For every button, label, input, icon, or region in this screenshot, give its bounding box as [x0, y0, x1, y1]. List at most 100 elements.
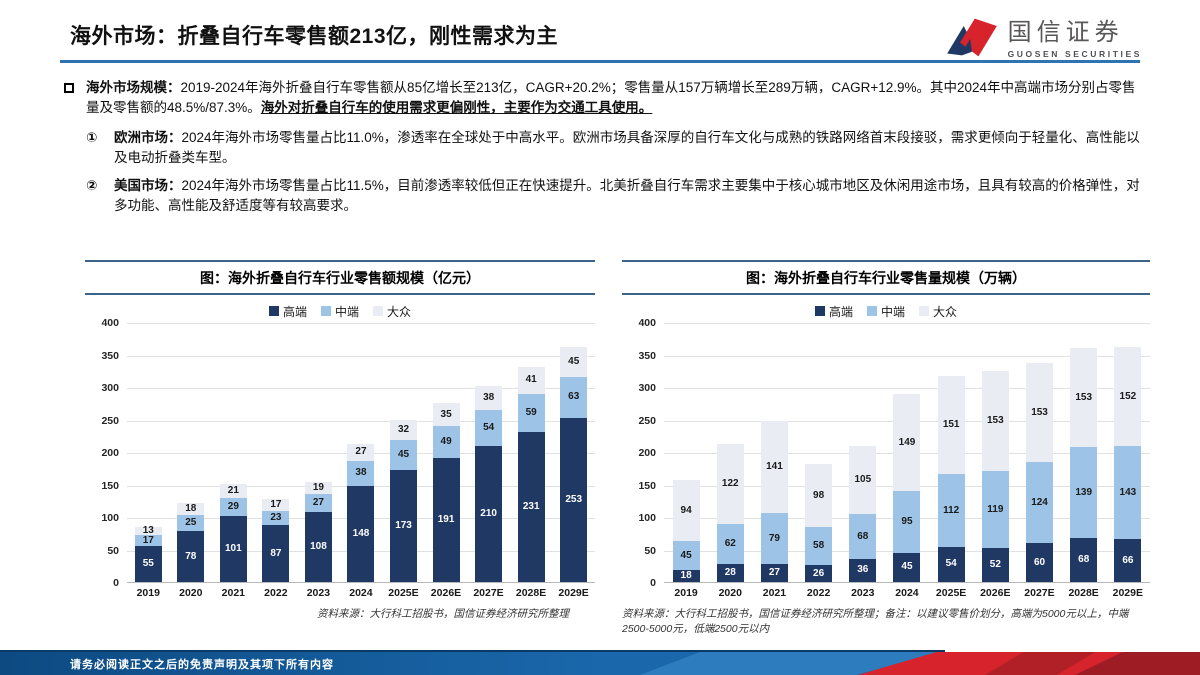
x-axis-tick-label: 2026E	[980, 587, 1011, 599]
gridline	[127, 355, 595, 357]
bar-2024: 27 38 148	[340, 323, 383, 582]
legend-item-大众: 大众	[373, 303, 411, 319]
chart-plot-area: 0 50 100 150 200 250 300 350 400 13 17 55 18 25 78 21 29…	[85, 317, 595, 599]
bar-segment-高端: 210	[475, 445, 503, 582]
footer-disclaimer: 请务必阅读正文之后的免责声明及其项下所有内容	[70, 658, 334, 671]
bar-segment-中端: 79	[760, 513, 788, 565]
circled-number-icon: ②	[86, 178, 98, 193]
bar-segment-大众: 27	[347, 443, 375, 462]
bar-segment-中端: 63	[560, 376, 588, 418]
bar-segment-大众: 19	[304, 481, 332, 495]
bar-segment-中端: 54	[475, 410, 503, 446]
y-axis-tick-label: 300	[101, 382, 119, 394]
bar-segment-大众: 153	[1070, 348, 1098, 448]
y-axis-tick-label: 250	[101, 414, 119, 427]
x-axis-tick-label: 2027E	[473, 587, 504, 599]
bar-segment-大众: 13	[134, 525, 162, 536]
legend-item-高端: 高端	[268, 303, 307, 319]
bar-segment-中端: 38	[347, 461, 375, 486]
bar-segment-高端: 253	[560, 417, 588, 582]
y-axis-tick-label: 250	[638, 414, 656, 427]
x-axis-tick-label: 2028E	[1068, 587, 1099, 599]
bar-segment-大众: 141	[760, 421, 788, 514]
gridline	[664, 323, 1150, 324]
y-axis-tick-label: 200	[101, 447, 119, 459]
bar-segment-高端: 78	[177, 531, 205, 582]
bar-2024: 149 95 45	[885, 323, 929, 582]
page-title: 海外市场：折叠自行车零售额213亿，刚性需求为主	[70, 25, 559, 48]
bar-segment-中端: 59	[517, 393, 545, 432]
x-axis-tick-label: 2023	[851, 587, 875, 599]
body-text: 海外市场规模：2019-2024年海外折叠自行车零售额从85亿增长至213亿，C…	[64, 78, 1142, 225]
bar-segment-高端: 27	[760, 564, 788, 582]
y-axis-tick-label: 50	[644, 544, 656, 557]
bar-segment-大众: 151	[937, 375, 965, 475]
bar-segment-中端: 23	[262, 510, 290, 526]
x-axis-tick-label: 2024	[349, 587, 373, 599]
gridline	[127, 323, 595, 324]
main-bullet-text: 2019-2024年海外折叠自行车零售额从85亿增长至213亿，CAGR+20.…	[86, 80, 1136, 116]
bar-segment-高端: 66	[1114, 539, 1142, 582]
y-axis-tick-label: 350	[638, 349, 656, 362]
legend-swatch-icon	[268, 306, 279, 316]
sub-bullet-label: 美国市场：	[114, 178, 182, 193]
bar-segment-中端: 143	[1114, 446, 1142, 540]
bar-segment-大众: 38	[475, 385, 503, 411]
bar-segment-大众: 35	[432, 403, 460, 427]
bar-segment-中端: 124	[1026, 462, 1054, 543]
chart-plot: 0 50 100 150 200 250 300 350 400 94 45 18 122 62 28 141…	[638, 317, 1150, 589]
bar-segment-高端: 26	[805, 565, 833, 582]
bar-segment-中端: 68	[849, 514, 877, 559]
bar-2026E: 153 119 52	[973, 323, 1017, 582]
sub-bullet-usa: ② 美国市场：2024年海外市场零售量占比11.5%，目前渗透率较低但正在快速提…	[86, 176, 1142, 217]
bar-segment-大众: 153	[981, 371, 1009, 471]
bar-segment-高端: 191	[432, 457, 460, 582]
bar-segment-中端: 62	[716, 523, 744, 564]
main-bullet-label: 海外市场规模：	[86, 80, 181, 95]
x-axis-tick-label: 2019	[136, 587, 160, 599]
y-axis-tick-label: 200	[638, 447, 656, 459]
bar-segment-高端: 101	[219, 516, 247, 582]
x-axis-tick-label: 2025E	[935, 587, 967, 599]
bar-segment-中端: 119	[981, 470, 1009, 549]
bar-segment-高端: 148	[347, 485, 375, 582]
chart-x-axis: 2019 2020 2021 2022 2023 2024 2025E 2026E 2027E 2…	[127, 587, 595, 599]
bar-2027E: 153 124 60	[1017, 323, 1061, 582]
legend-swatch-icon	[814, 306, 825, 316]
y-axis-tick-label: 150	[638, 479, 656, 492]
bar-segment-大众: 18	[177, 503, 205, 516]
chart-legend: 高端 中端 大众	[85, 303, 595, 319]
chart-retail-volume: 图：海外折叠自行车行业零售量规模（万辆） 高端 中端 大众 0 50 100 150 200…	[622, 260, 1150, 636]
bar-segment-高端: 108	[304, 511, 332, 582]
legend-swatch-icon	[919, 306, 929, 316]
main-bullet-emphasis: 海外对折叠自行车的使用需求更偏刚性，主要作为交通工具使用。	[260, 100, 653, 116]
title-underline	[60, 60, 1140, 63]
chart-title: 图：海外折叠自行车行业零售量规模（万辆）	[622, 260, 1150, 295]
legend-label: 中端	[880, 304, 905, 319]
x-axis-tick-label: 2022	[264, 587, 288, 599]
bar-segment-高端: 52	[981, 548, 1009, 582]
circled-number-icon: ①	[86, 129, 98, 145]
x-axis-tick-label: 2024	[895, 587, 919, 599]
bar-segment-中端: 29	[219, 497, 247, 517]
main-bullet-paragraph: 海外市场规模：2019-2024年海外折叠自行车零售额从85亿增长至213亿，C…	[86, 78, 1142, 119]
legend-label: 高端	[282, 304, 307, 319]
bar-segment-中端: 58	[805, 527, 833, 566]
y-axis-tick-label: 400	[638, 317, 656, 329]
bar-segment-大众: 122	[716, 444, 744, 524]
logo-name-en: GUOSEN SECURITIES	[1007, 48, 1142, 59]
x-axis-tick-label: 2028E	[515, 587, 547, 599]
x-axis-tick-label: 2019	[674, 587, 698, 599]
chart-plot: 0 50 100 150 200 250 300 350 400 13 17 55 18 25 78 21 29…	[101, 317, 595, 589]
bar-segment-高端: 87	[262, 525, 290, 582]
bar-2023: 105 68 36	[841, 323, 885, 582]
x-axis-tick-label: 2025E	[388, 587, 419, 599]
x-axis-tick-label: 2020	[179, 587, 203, 599]
logo-name-cn: 国信证券	[1007, 19, 1124, 47]
bar-2022: 98 58 26	[797, 323, 841, 582]
bar-segment-大众: 17	[262, 499, 290, 511]
bar-segment-大众: 152	[1114, 347, 1142, 447]
bar-segment-中端: 45	[390, 440, 418, 470]
bar-segment-大众: 98	[805, 463, 833, 528]
sub-bullet-europe: ① 欧洲市场：2024年海外市场零售量占比11.0%，渗透率在全球处于中高水平。…	[86, 128, 1142, 169]
